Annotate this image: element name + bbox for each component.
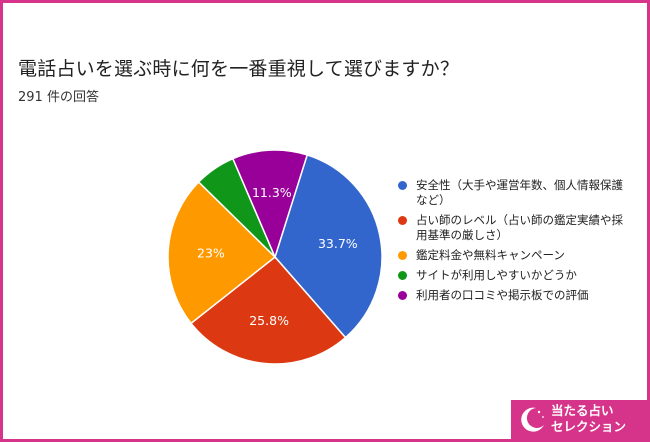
pie-slice-3	[167, 180, 277, 325]
legend-swatch	[398, 251, 407, 260]
slice-label-3: 23%	[197, 246, 225, 261]
legend-swatch	[398, 216, 407, 225]
legend-label: 鑑定料金や無料キャンペーン	[416, 248, 565, 262]
pie-slice-5	[231, 149, 309, 260]
pie-slice-1	[274, 154, 383, 339]
legend-label: 占い師のレベル（占い師の鑑定実績や採用基準の厳しさ）	[416, 213, 623, 242]
slice-label-1: 33.7%	[318, 236, 358, 251]
legend-item-5: 利用者の口コミや掲示板での評価	[398, 288, 630, 303]
legend-item-1: 安全性（大手や運営年数、個人情報保護など）	[398, 178, 630, 208]
response-count: 291 件の回答	[18, 90, 99, 105]
brand-badge: 当たる占い セレクション	[511, 400, 647, 439]
badge-line1: 当たる占い	[551, 403, 614, 418]
moon-icon	[521, 407, 544, 432]
badge-line2: セレクション	[551, 419, 627, 434]
legend-item-2: 占い師のレベル（占い師の鑑定実績や採用基準の厳しさ）	[398, 213, 630, 243]
legend-label: 安全性（大手や運営年数、個人情報保護など）	[416, 178, 623, 207]
legend-item-4: サイトが利用しやすいかどうか	[398, 268, 630, 283]
pie-slice-2	[189, 255, 347, 365]
chart-title: 電話占いを選ぶ時に何を一番重視して選びますか？	[18, 58, 460, 80]
legend-swatch	[398, 181, 407, 190]
legend-label: 利用者の口コミや掲示板での評価	[416, 288, 589, 302]
legend-label: サイトが利用しやすいかどうか	[416, 268, 577, 282]
slice-label-5: 11.3%	[252, 185, 292, 200]
legend-swatch	[398, 291, 407, 300]
slice-label-2: 25.8%	[249, 313, 289, 328]
legend-item-3: 鑑定料金や無料キャンペーン	[398, 248, 630, 263]
legend-swatch	[398, 271, 407, 280]
legend: 安全性（大手や運営年数、個人情報保護など） 占い師のレベル（占い師の鑑定実績や採用…	[398, 178, 630, 308]
